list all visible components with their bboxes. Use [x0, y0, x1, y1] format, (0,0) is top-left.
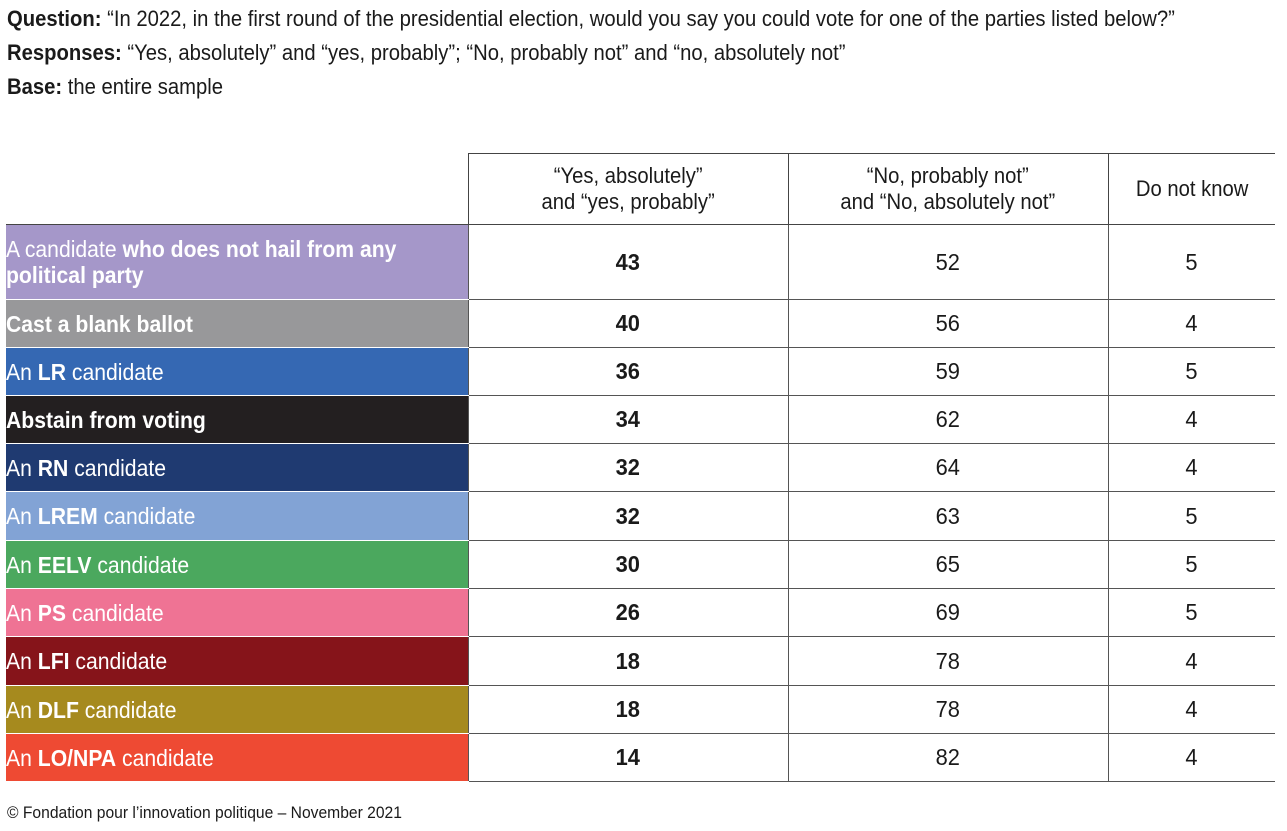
- value-yes: 32: [468, 443, 789, 492]
- row-label: An PS candidate: [6, 588, 469, 637]
- source-footer: © Fondation pour l’innovation politique …: [7, 803, 402, 822]
- value-yes: 32: [468, 491, 789, 541]
- responses-label: Responses:: [7, 40, 122, 65]
- value-no: 56: [788, 299, 1109, 348]
- value-dont-know: 4: [1108, 636, 1275, 686]
- row-label: An DLF candidate: [6, 685, 469, 734]
- value-yes: 26: [468, 588, 789, 637]
- value-no: 59: [788, 347, 1109, 396]
- row-label-text: An LFI candidate: [6, 648, 168, 674]
- question-line: Question: “In 2022, in the first round o…: [7, 2, 1180, 36]
- value-dont-know: 5: [1108, 224, 1275, 300]
- value-dont-know: 4: [1108, 733, 1275, 782]
- row-label-text: An LO/NPA candidate: [6, 744, 214, 771]
- table-row: A candidate who does not hail from any p…: [6, 224, 1275, 300]
- value-yes: 18: [468, 685, 789, 734]
- value-dont-know: 5: [1108, 491, 1275, 541]
- row-label: An LR candidate: [6, 347, 469, 396]
- header-col-yes-label: “Yes, absolutely” and “yes, probably”: [541, 163, 715, 214]
- value-yes: 43: [468, 224, 789, 300]
- row-label-text: An LREM candidate: [6, 503, 196, 529]
- value-yes: 30: [468, 540, 789, 589]
- row-label-text: An DLF candidate: [6, 696, 177, 723]
- value-yes: 36: [468, 347, 789, 396]
- value-dont-know: 4: [1108, 443, 1275, 492]
- row-label-text: An LR candidate: [6, 358, 164, 385]
- base-label: Base:: [7, 74, 63, 99]
- header-col-dont-know-label: Do not know: [1135, 176, 1248, 201]
- value-no: 82: [788, 733, 1109, 782]
- table-row: An EELV candidate 30 65 5: [6, 540, 1275, 589]
- row-label-text: Cast a blank ballot: [6, 310, 193, 337]
- value-no: 78: [788, 685, 1109, 734]
- row-label-text: An PS candidate: [6, 599, 164, 626]
- row-label: Abstain from voting: [6, 395, 469, 444]
- row-label: An LFI candidate: [6, 636, 469, 686]
- value-yes: 18: [468, 636, 789, 686]
- header-col-dont-know: Do not know: [1108, 153, 1275, 225]
- row-label-text: An EELV candidate: [6, 551, 190, 578]
- header-blank-cell: [6, 153, 469, 225]
- value-no: 52: [788, 224, 1109, 300]
- value-dont-know: 4: [1108, 685, 1275, 734]
- table-header-row: “Yes, absolutely” and “yes, probably” “No…: [6, 153, 1275, 225]
- row-label-text: A candidate who does not hail from any p…: [6, 236, 397, 288]
- table-row: An LO/NPA candidate 14 82 4: [6, 733, 1275, 782]
- table-row: Abstain from voting 34 62 4: [6, 395, 1275, 444]
- row-label: Cast a blank ballot: [6, 299, 469, 348]
- survey-results-table: “Yes, absolutely” and “yes, probably” “No…: [6, 153, 1275, 782]
- row-label: An LO/NPA candidate: [6, 733, 469, 782]
- responses-text: “Yes, absolutely” and “yes, probably”; “…: [127, 40, 846, 65]
- base-line: Base: the entire sample: [7, 70, 1180, 104]
- value-no: 78: [788, 636, 1109, 686]
- header-col-no: “No, probably not” and “No, absolutely no…: [788, 153, 1109, 225]
- value-no: 63: [788, 491, 1109, 541]
- value-yes: 14: [468, 733, 789, 782]
- value-dont-know: 4: [1108, 299, 1275, 348]
- row-label-text: An RN candidate: [6, 454, 166, 481]
- table-row: An LFI candidate 18 78 4: [6, 636, 1275, 686]
- question-block: Question: “In 2022, in the first round o…: [7, 2, 1282, 104]
- row-label: An LREM candidate: [6, 491, 469, 541]
- table-row: An LREM candidate 32 63 5: [6, 491, 1275, 541]
- table-row: Cast a blank ballot 40 56 4: [6, 299, 1275, 348]
- question-label: Question:: [7, 6, 102, 31]
- value-dont-know: 4: [1108, 395, 1275, 444]
- value-yes: 34: [468, 395, 789, 444]
- value-dont-know: 5: [1108, 588, 1275, 637]
- value-no: 64: [788, 443, 1109, 492]
- table-row: An DLF candidate 18 78 4: [6, 685, 1275, 734]
- question-text: “In 2022, in the first round of the pres…: [107, 6, 1175, 31]
- table-row: An RN candidate 32 64 4: [6, 443, 1275, 492]
- table-row: An LR candidate 36 59 5: [6, 347, 1275, 396]
- value-no: 69: [788, 588, 1109, 637]
- value-dont-know: 5: [1108, 347, 1275, 396]
- base-text: the entire sample: [67, 74, 224, 99]
- header-col-yes: “Yes, absolutely” and “yes, probably”: [467, 153, 789, 225]
- row-label: A candidate who does not hail from any p…: [6, 224, 469, 300]
- value-no: 62: [788, 395, 1109, 444]
- row-label-text: Abstain from voting: [6, 406, 206, 433]
- row-label: An RN candidate: [6, 443, 469, 492]
- row-label: An EELV candidate: [6, 540, 469, 589]
- responses-line: Responses: “Yes, absolutely” and “yes, p…: [7, 36, 1180, 70]
- table-row: An PS candidate 26 69 5: [6, 588, 1275, 637]
- value-dont-know: 5: [1108, 540, 1275, 589]
- value-yes: 40: [468, 299, 789, 348]
- header-col-no-label: “No, probably not” and “No, absolutely no…: [840, 163, 1056, 214]
- value-no: 65: [788, 540, 1109, 589]
- table-body: A candidate who does not hail from any p…: [6, 224, 1275, 782]
